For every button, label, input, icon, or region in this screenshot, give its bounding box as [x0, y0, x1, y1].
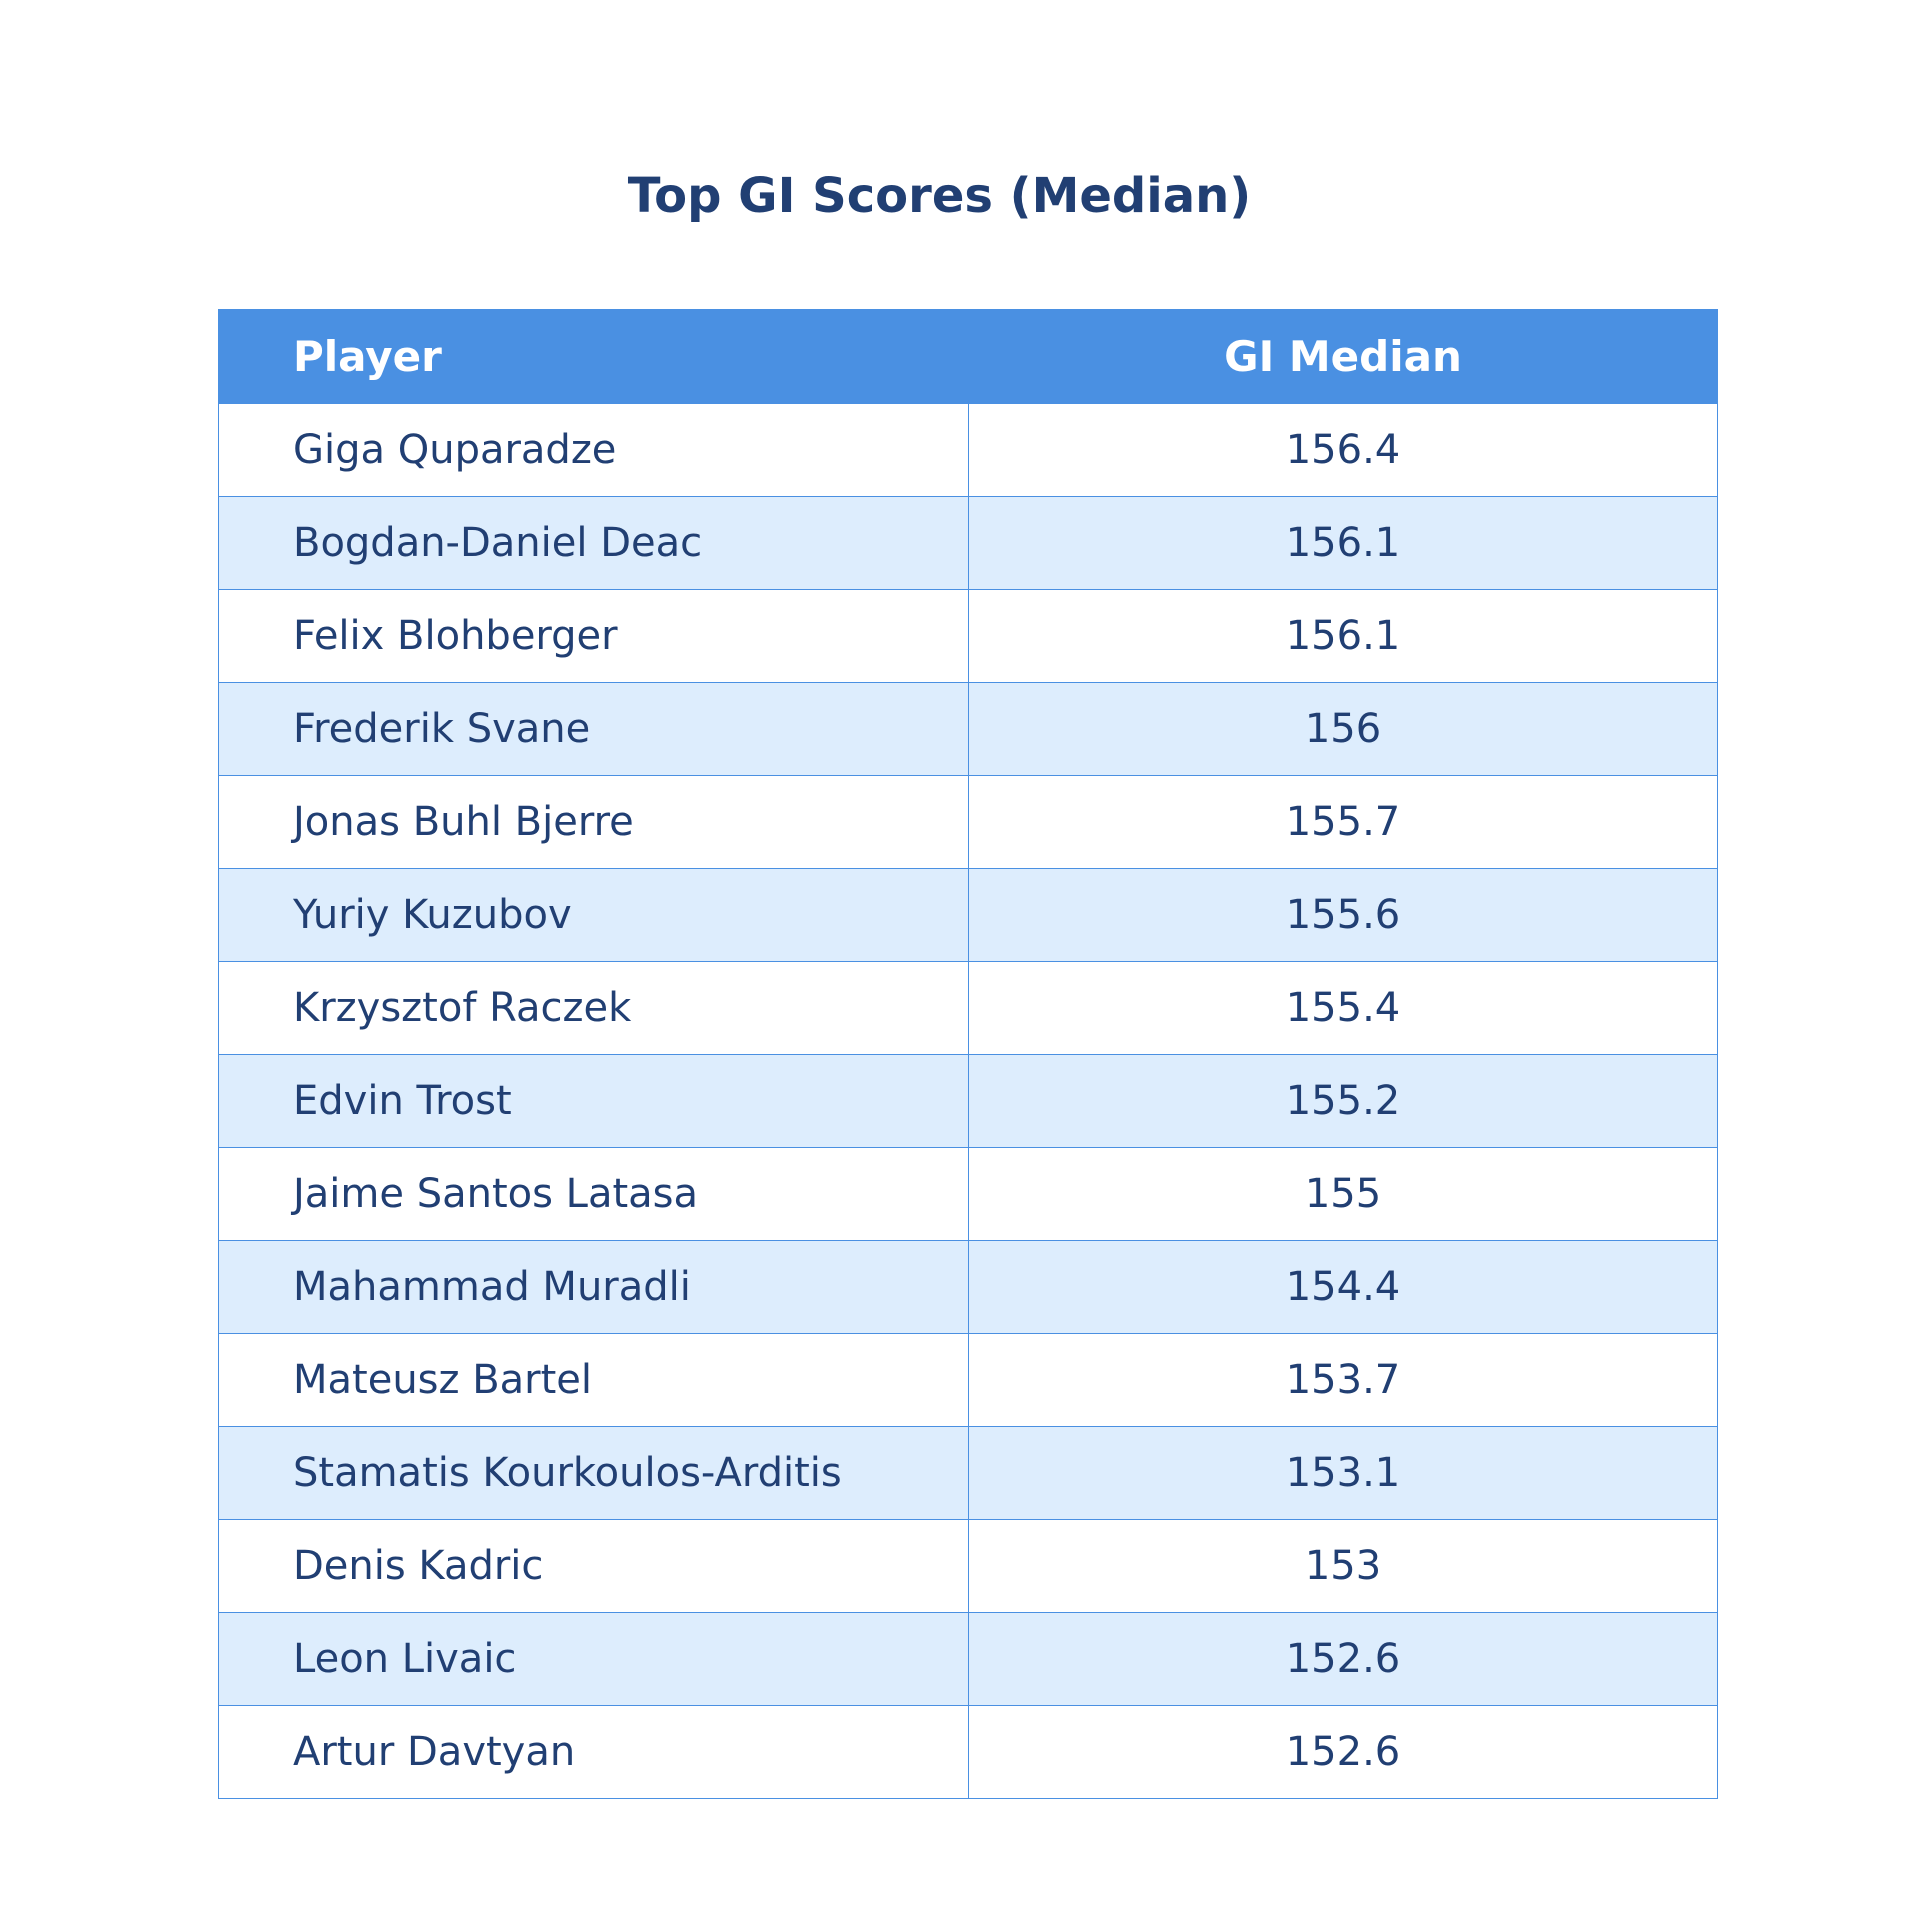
player-name-cell: Giga Quparadze [218, 403, 969, 497]
table-row: Mahammad Muradli 154.4 [218, 1240, 1718, 1334]
player-name-cell: Leon Livaic [218, 1612, 969, 1706]
gi-median-cell: 156 [968, 682, 1718, 776]
player-name-cell: Mahammad Muradli [218, 1240, 969, 1334]
column-header-player: Player [218, 309, 969, 404]
chart-title: Top GI Scores (Median) [627, 168, 1252, 224]
player-name-cell: Frederik Svane [218, 682, 969, 776]
player-name-cell: Krzysztof Raczek [218, 961, 969, 1055]
table-row: Leon Livaic 152.6 [218, 1612, 1718, 1706]
player-name-cell: Felix Blohberger [218, 589, 969, 683]
gi-median-cell: 155 [968, 1147, 1718, 1241]
table-row: Felix Blohberger 156.1 [218, 589, 1718, 683]
gi-median-cell: 152.6 [968, 1705, 1718, 1799]
gi-median-cell: 152.6 [968, 1612, 1718, 1706]
table-row: Bogdan-Daniel Deac 156.1 [218, 496, 1718, 590]
gi-median-cell: 154.4 [968, 1240, 1718, 1334]
player-name-cell: Denis Kadric [218, 1519, 969, 1613]
table-row: Stamatis Kourkoulos-Arditis 153.1 [218, 1426, 1718, 1520]
table-row: Giga Quparadze 156.4 [218, 403, 1718, 497]
player-name-cell: Bogdan-Daniel Deac [218, 496, 969, 590]
table-row: Jonas Buhl Bjerre 155.7 [218, 775, 1718, 869]
gi-median-cell: 156.4 [968, 403, 1718, 497]
table-row: Yuriy Kuzubov 155.6 [218, 868, 1718, 962]
player-name-cell: Yuriy Kuzubov [218, 868, 969, 962]
table-row: Denis Kadric 153 [218, 1519, 1718, 1613]
scores-table-container: Player GI Median Giga Quparadze 156.4 Bogd… [218, 309, 1718, 1799]
table-row: Jaime Santos Latasa 155 [218, 1147, 1718, 1241]
table-row: Mateusz Bartel 153.7 [218, 1333, 1718, 1427]
gi-median-cell: 153.1 [968, 1426, 1718, 1520]
player-name-cell: Stamatis Kourkoulos-Arditis [218, 1426, 969, 1520]
player-name-cell: Jaime Santos Latasa [218, 1147, 969, 1241]
scores-table: Player GI Median Giga Quparadze 156.4 Bogd… [218, 309, 1718, 1799]
player-name-cell: Mateusz Bartel [218, 1333, 969, 1427]
player-name-cell: Artur Davtyan [218, 1705, 969, 1799]
table-row: Artur Davtyan 152.6 [218, 1705, 1718, 1799]
column-header-gi-median: GI Median [968, 309, 1718, 404]
table-row: Krzysztof Raczek 155.4 [218, 961, 1718, 1055]
gi-median-cell: 155.6 [968, 868, 1718, 962]
player-name-cell: Edvin Trost [218, 1054, 969, 1148]
table-row: Edvin Trost 155.2 [218, 1054, 1718, 1148]
gi-median-cell: 156.1 [968, 589, 1718, 683]
table-body: Giga Quparadze 156.4 Bogdan-Daniel Deac 156… [218, 403, 1718, 1799]
player-name-cell: Jonas Buhl Bjerre [218, 775, 969, 869]
gi-median-cell: 155.7 [968, 775, 1718, 869]
table-header-row: Player GI Median [218, 309, 1718, 404]
gi-median-cell: 156.1 [968, 496, 1718, 590]
gi-median-cell: 155.2 [968, 1054, 1718, 1148]
gi-median-cell: 155.4 [968, 961, 1718, 1055]
table-row: Frederik Svane 156 [218, 682, 1718, 776]
gi-median-cell: 153 [968, 1519, 1718, 1613]
gi-median-cell: 153.7 [968, 1333, 1718, 1427]
